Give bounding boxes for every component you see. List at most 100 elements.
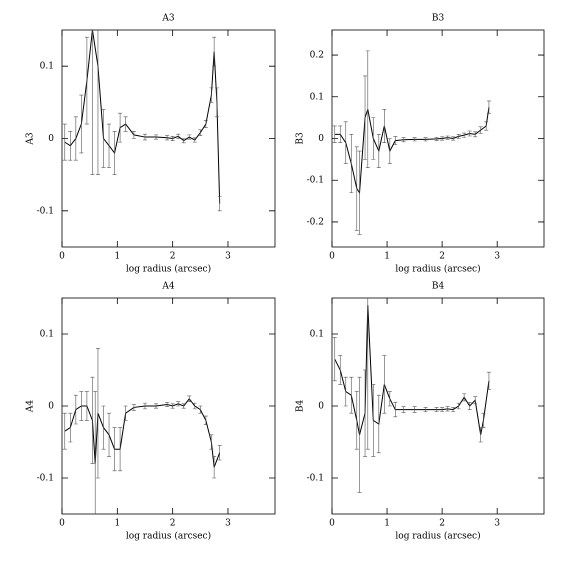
- error-bar: [382, 355, 387, 414]
- error-bar: [131, 130, 136, 139]
- y-tick-label: 0: [48, 402, 54, 412]
- error-bar: [349, 134, 354, 194]
- data-line: [334, 107, 490, 195]
- error-bar: [473, 131, 478, 138]
- error-bar: [451, 407, 456, 413]
- y-axis-label: A4: [26, 400, 36, 413]
- y-tick-label: -0.1: [37, 474, 54, 484]
- error-bar: [95, 30, 100, 175]
- panel: B4 log radius (arcsec) B4 0 1 2 3 -0.1 0 0.1: [296, 282, 545, 542]
- plot-frame: [331, 297, 545, 515]
- error-bar: [363, 369, 368, 457]
- error-bar: [73, 394, 78, 425]
- error-bar: [456, 134, 461, 139]
- error-bar: [365, 50, 370, 169]
- x-tick-label: 3: [225, 252, 231, 262]
- panel: B3 log radius (arcsec) B3 0 1 2 3 -0.2 -0.1 0 0.1 0…: [296, 14, 545, 275]
- error-bar: [62, 412, 67, 450]
- error-bar: [107, 412, 112, 457]
- y-tick-label: 0: [318, 134, 324, 144]
- error-bar: [363, 75, 368, 160]
- error-bar: [371, 117, 376, 160]
- data-line: [64, 30, 221, 204]
- error-bar: [217, 196, 222, 212]
- error-bar: [165, 135, 170, 141]
- error-bar: [376, 134, 381, 169]
- error-bar: [73, 116, 78, 161]
- error-bar: [484, 121, 489, 131]
- error-bar: [198, 129, 203, 136]
- y-tick-label: 0.1: [310, 92, 324, 102]
- error-bar: [118, 112, 123, 143]
- error-bar: [217, 445, 222, 461]
- x-axis-label: log radius (arcsec): [395, 264, 480, 275]
- error-bar: [486, 100, 491, 114]
- error-bar: [401, 406, 406, 413]
- error-bar: [332, 125, 337, 143]
- error-bar: [187, 395, 192, 402]
- error-bar: [118, 427, 123, 472]
- error-bar: [203, 415, 208, 426]
- x-tick-label: 1: [384, 252, 390, 262]
- error-bar: [481, 412, 486, 428]
- error-bar: [423, 137, 428, 142]
- y-axis-label: B4: [296, 400, 306, 413]
- error-bar: [142, 133, 147, 141]
- x-axis-label: log radius (arcsec): [126, 531, 211, 542]
- error-bar: [349, 376, 354, 414]
- y-tick-label: -0.1: [37, 206, 54, 216]
- error-bar: [90, 30, 95, 175]
- error-bar: [165, 402, 170, 408]
- panel: A3 log radius (arcsec) A3 0 1 2 3 -0.1 0 0.1: [26, 14, 276, 275]
- error-bar: [451, 136, 456, 141]
- error-bar: [376, 394, 381, 454]
- error-bar: [473, 396, 478, 405]
- error-bar: [387, 138, 392, 164]
- error-bar: [93, 391, 98, 514]
- panel-title: B4: [432, 282, 445, 292]
- x-tick-label: 1: [114, 252, 120, 262]
- error-bar: [412, 406, 417, 413]
- error-bar: [332, 337, 337, 382]
- error-bar: [68, 412, 73, 443]
- x-tick-label: 2: [439, 252, 445, 262]
- error-bar: [131, 404, 136, 411]
- panel-title: A3: [161, 14, 174, 24]
- error-bar: [434, 136, 439, 141]
- error-bar: [107, 123, 112, 168]
- error-bar: [371, 384, 376, 457]
- x-tick-label: 1: [114, 519, 120, 529]
- x-tick-label: 1: [384, 519, 390, 529]
- error-bar: [90, 376, 95, 464]
- error-bar: [357, 150, 362, 235]
- error-bar: [440, 407, 445, 413]
- error-bar: [401, 137, 406, 143]
- error-bar: [357, 376, 362, 493]
- error-bar: [84, 391, 89, 421]
- error-bar: [101, 109, 106, 168]
- error-bar: [445, 406, 450, 412]
- error-bar: [95, 348, 100, 479]
- panel-title: B3: [432, 14, 445, 24]
- error-bar: [338, 125, 343, 143]
- error-bar: [84, 36, 89, 125]
- error-bar: [338, 355, 343, 385]
- plot-frame: [61, 29, 276, 248]
- error-bar: [486, 371, 491, 390]
- error-bar: [154, 134, 159, 140]
- error-bar: [478, 126, 483, 134]
- error-bar: [440, 136, 445, 141]
- error-bar: [112, 427, 117, 472]
- x-tick-label: 2: [170, 519, 176, 529]
- error-bar: [79, 391, 84, 421]
- y-tick-label: 0: [318, 402, 324, 412]
- error-bar: [382, 108, 387, 143]
- error-bar: [343, 121, 348, 164]
- x-tick-label: 2: [170, 252, 176, 262]
- y-tick-label: -0.1: [307, 176, 324, 186]
- y-tick-label: 0.1: [40, 330, 54, 340]
- error-bar: [462, 132, 467, 138]
- x-tick-label: 3: [494, 519, 500, 529]
- error-bar: [456, 402, 461, 410]
